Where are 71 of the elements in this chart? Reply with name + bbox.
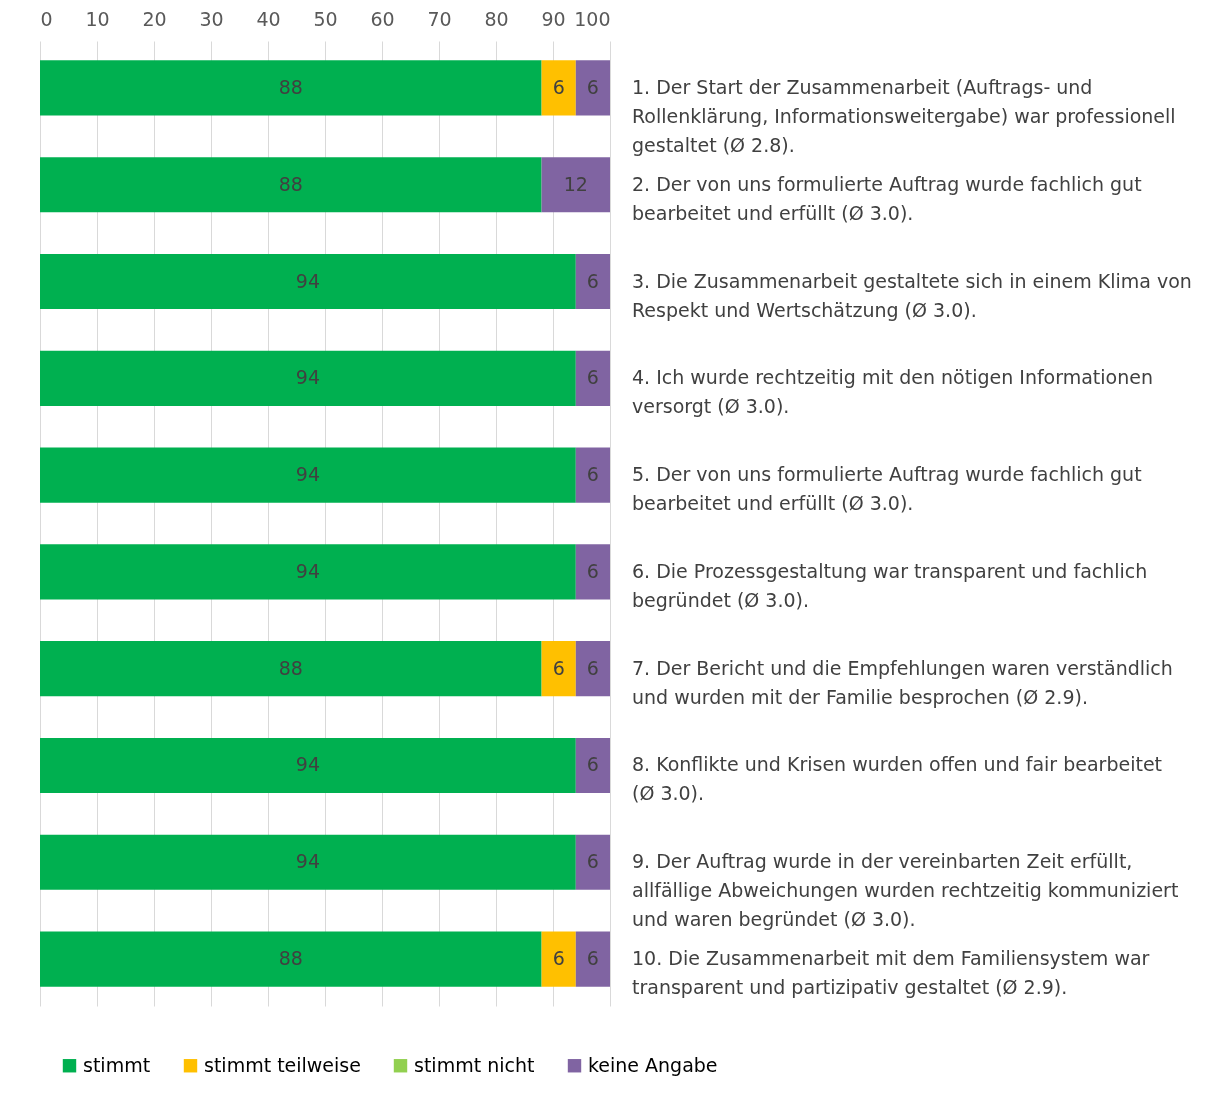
y-tick-label: 6. Die Prozessgestaltung war transparent und fachlich begründet (Ø 3.0). xyxy=(632,559,1148,611)
x-tick-label: 0 xyxy=(40,7,53,30)
data-label: 6 xyxy=(586,656,599,679)
x-tick-label: 50 xyxy=(313,7,338,30)
bar xyxy=(575,60,610,116)
bar xyxy=(575,931,610,987)
data-label: 6 xyxy=(586,947,599,970)
x-tick-label: 100 xyxy=(574,7,611,30)
y-tick-label: 3. Die Zusammenarbeit gestaltete sich in einem Klima von Respekt und Wertschätzung (Ø 3.0). xyxy=(632,269,1192,321)
x-tick-label: 60 xyxy=(370,7,395,30)
y-tick-label: 8. Konflikte und Krisen wurden offen und fair bearbeitet (Ø 3.0). xyxy=(632,753,1163,805)
bar xyxy=(40,60,542,116)
data-label: 94 xyxy=(295,559,320,582)
y-tick-label: 7. Der Bericht und die Empfehlungen waren verständlich und wurden mit der Familie besprochen (Ø 2.9). xyxy=(632,656,1173,708)
legend-label: stimmt nicht xyxy=(414,1053,535,1076)
x-tick-label: 90 xyxy=(541,7,566,30)
bar xyxy=(575,641,610,697)
data-label: 6 xyxy=(586,366,599,389)
bar xyxy=(575,544,610,600)
y-tick-label: 10. Die Zusammenarbeit mit dem Familiensystem war transparent und partizipativ gestaltet (Ø 2.9). xyxy=(632,947,1150,999)
bar xyxy=(40,253,576,310)
legend-label: keine Angabe xyxy=(588,1053,718,1076)
y-tick-label: 4. Ich wurde rechtzeitig mit den nötigen Informationen versorgt (Ø 3.0). xyxy=(632,366,1153,418)
y-tick-label: 9. Der Auftrag wurde in der vereinbarten Zeit erfüllt, allfällige Abweichungen wurden rechtzeitig kommuniziert und waren begründet (Ø 3.0). xyxy=(632,850,1179,931)
bar xyxy=(40,350,576,406)
data-label: 94 xyxy=(295,753,320,776)
y-tick-label: 2. Der von uns formulierte Auftrag wurde fachlich gut bearbeitet und erfüllt (Ø 3.0). xyxy=(632,172,1142,224)
data-label: 94 xyxy=(295,366,320,389)
bar xyxy=(575,447,610,503)
y-tick-label: 5. Der von uns formulierte Auftrag wurde fachlich gut bearbeitet und erfüllt (Ø 3.0). xyxy=(632,463,1142,515)
bar xyxy=(541,641,576,697)
x-tick-label: 80 xyxy=(484,7,509,30)
x-tick-label: 40 xyxy=(256,7,281,30)
x-tick-label: 10 xyxy=(85,7,110,30)
data-label: 6 xyxy=(552,947,565,970)
bar xyxy=(40,544,576,600)
data-label: 6 xyxy=(552,75,565,98)
bar xyxy=(40,737,576,794)
legend-label: stimmt xyxy=(83,1053,151,1076)
data-label: 6 xyxy=(586,753,599,776)
data-label: 88 xyxy=(278,656,303,679)
bar xyxy=(40,931,542,987)
data-label: 88 xyxy=(278,947,303,970)
bar xyxy=(40,834,576,890)
data-label: 6 xyxy=(586,269,599,292)
bar xyxy=(541,931,576,987)
bar xyxy=(40,641,542,697)
data-label: 6 xyxy=(552,656,565,679)
bar xyxy=(575,737,610,794)
bar xyxy=(541,60,576,116)
y-tick-label: 1. Der Start der Zusammenarbeit (Auftrags- und Rollenklärung, Informationsweitergabe) war professionell gestaltet (Ø 2.8). xyxy=(632,75,1176,156)
bar xyxy=(40,447,576,503)
bar xyxy=(541,157,610,213)
bar xyxy=(40,157,542,213)
data-label: 12 xyxy=(563,172,588,195)
bar xyxy=(575,350,610,406)
data-label: 6 xyxy=(586,850,599,873)
bar xyxy=(575,253,610,310)
data-label: 88 xyxy=(278,172,303,195)
legend-label: stimmt teilweise xyxy=(204,1053,361,1076)
data-label: 94 xyxy=(295,269,320,292)
x-tick-label: 30 xyxy=(199,7,224,30)
data-label: 6 xyxy=(586,75,599,98)
bar xyxy=(575,834,610,890)
data-label: 94 xyxy=(295,463,320,486)
data-label: 88 xyxy=(278,75,303,98)
x-tick-label: 20 xyxy=(142,7,167,30)
x-tick-label: 70 xyxy=(427,7,452,30)
data-label: 94 xyxy=(295,850,320,873)
data-label: 6 xyxy=(586,559,599,582)
data-label: 6 xyxy=(586,463,599,486)
